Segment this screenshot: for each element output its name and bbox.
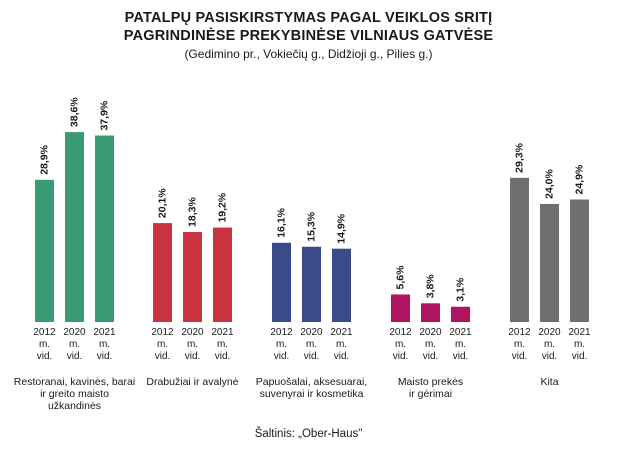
- value-label-g4-y2: 24,9%: [573, 164, 585, 194]
- year-tick-g4-y1-l0: 2020: [538, 327, 561, 338]
- year-tick-g3-y0-l0: 2012: [389, 327, 412, 338]
- year-tick-g3-y0-l1: m.: [395, 339, 406, 350]
- category-label-g3-l1: ir gėrimai: [409, 388, 452, 400]
- year-tick-g3-y1-l1: m.: [425, 339, 436, 350]
- chart-title-line2: PAGRINDINĖSE PREKYBINĖSE VILNIAUS GATVĖS…: [123, 28, 494, 44]
- bar-g4-y1: [540, 203, 559, 322]
- year-tick-g4-y0-l2: vid.: [512, 351, 528, 362]
- year-tick-g3-y2-l1: m.: [455, 339, 466, 350]
- year-tick-g4-y1-l1: m.: [544, 339, 555, 350]
- year-tick-g3-y0-l2: vid.: [393, 351, 409, 362]
- value-label-g3-y2: 3,1%: [454, 277, 466, 302]
- year-tick-g4-y2-l0: 2021: [568, 327, 591, 338]
- value-label-g1-y0: 20,1%: [156, 188, 168, 218]
- year-tick-g0-y0-l1: m.: [39, 339, 50, 350]
- year-tick-g2-y2-l2: vid.: [334, 351, 350, 362]
- category-label-g1-l0: Drabužiai ir avalynė: [146, 376, 238, 388]
- year-tick-g3-y2-l2: vid.: [453, 351, 469, 362]
- source-note: Šaltinis: „Ober-Haus": [254, 428, 363, 440]
- bar-g3-y0: [391, 294, 410, 322]
- year-tick-g4-y0-l0: 2012: [508, 327, 531, 338]
- bar-g1-y0: [153, 223, 172, 322]
- category-label-g3-l0: Maisto prekės: [398, 376, 463, 388]
- bar-g4-y2: [570, 199, 589, 322]
- year-tick-g4-y2-l1: m.: [574, 339, 585, 350]
- value-label-g3-y0: 5,6%: [394, 265, 406, 290]
- year-tick-g1-y1-l0: 2020: [181, 327, 204, 338]
- value-label-g1-y1: 18,3%: [186, 197, 198, 227]
- year-tick-g0-y2-l2: vid.: [97, 351, 113, 362]
- year-tick-g1-y0-l1: m.: [157, 339, 168, 350]
- year-tick-g4-y1-l2: vid.: [542, 351, 558, 362]
- year-tick-g2-y1-l2: vid.: [304, 351, 320, 362]
- bar-g1-y2: [213, 227, 232, 322]
- year-tick-g1-y1-l1: m.: [187, 339, 198, 350]
- year-tick-g0-y1-l2: vid.: [67, 351, 83, 362]
- bar-g0-y2: [95, 135, 114, 322]
- value-label-g0-y2: 37,9%: [98, 100, 110, 130]
- bar-g0-y0: [35, 179, 54, 322]
- bar-g2-y1: [302, 246, 321, 322]
- year-tick-g1-y2-l2: vid.: [215, 351, 231, 362]
- year-tick-g0-y1-l1: m.: [69, 339, 80, 350]
- year-tick-g3-y1-l2: vid.: [423, 351, 439, 362]
- chart-subtitle: (Gedimino pr., Vokiečių g., Didžioji g.,…: [184, 47, 433, 61]
- year-tick-g2-y1-l1: m.: [306, 339, 317, 350]
- chart-title-line1: PATALPŲ PASISKIRSTYMAS PAGAL VEIKLOS SRI…: [124, 10, 493, 26]
- year-tick-g2-y0-l0: 2012: [270, 327, 293, 338]
- year-tick-g1-y0-l0: 2012: [151, 327, 174, 338]
- value-label-g3-y1: 3,8%: [424, 274, 436, 299]
- value-label-g1-y2: 19,2%: [216, 192, 228, 222]
- year-tick-g2-y0-l2: vid.: [274, 351, 290, 362]
- category-label-g2-l1: suvenyrai ir kosmetika: [260, 388, 364, 400]
- bar-g2-y0: [272, 242, 291, 322]
- year-tick-g2-y2-l1: m.: [336, 339, 347, 350]
- bar-g1-y1: [183, 231, 202, 322]
- bar-g3-y2: [451, 306, 470, 322]
- year-tick-g0-y2-l0: 2021: [93, 327, 116, 338]
- year-tick-g4-y2-l2: vid.: [572, 351, 588, 362]
- bar-g2-y2: [332, 248, 351, 322]
- value-label-g4-y0: 29,3%: [513, 142, 525, 172]
- year-tick-g0-y0-l2: vid.: [37, 351, 53, 362]
- year-tick-g3-y1-l0: 2020: [419, 327, 442, 338]
- year-tick-g1-y2-l1: m.: [217, 339, 228, 350]
- value-label-g0-y1: 38,6%: [68, 97, 80, 127]
- year-tick-g4-y0-l1: m.: [514, 339, 525, 350]
- category-label-g0-l0: Restoranai, kavinės, barai: [14, 376, 135, 388]
- year-tick-g1-y2-l0: 2021: [211, 327, 234, 338]
- category-label-g2-l0: Papuošalai, aksesuarai,: [256, 376, 368, 388]
- category-label-g4-l0: Kita: [540, 376, 558, 388]
- year-tick-g1-y0-l2: vid.: [155, 351, 171, 362]
- value-label-g2-y1: 15,3%: [305, 211, 317, 241]
- bar-g4-y0: [510, 177, 529, 322]
- bar-g3-y1: [421, 303, 440, 322]
- value-label-g0-y0: 28,9%: [38, 144, 50, 174]
- bar-g0-y1: [65, 132, 84, 322]
- year-tick-g2-y0-l1: m.: [276, 339, 287, 350]
- category-label-g0-l1: ir greito maisto: [40, 388, 109, 400]
- value-label-g4-y1: 24,0%: [543, 168, 555, 198]
- year-tick-g2-y1-l0: 2020: [300, 327, 323, 338]
- year-tick-g0-y2-l1: m.: [99, 339, 110, 350]
- year-tick-g3-y2-l0: 2021: [449, 327, 472, 338]
- year-tick-g2-y2-l0: 2021: [330, 327, 353, 338]
- category-label-g0-l2: užkandinės: [48, 400, 101, 412]
- year-tick-g0-y0-l0: 2012: [33, 327, 56, 338]
- value-label-g2-y0: 16,1%: [275, 207, 287, 237]
- value-label-g2-y2: 14,9%: [335, 213, 347, 243]
- year-tick-g0-y1-l0: 2020: [63, 327, 86, 338]
- year-tick-g1-y1-l2: vid.: [185, 351, 201, 362]
